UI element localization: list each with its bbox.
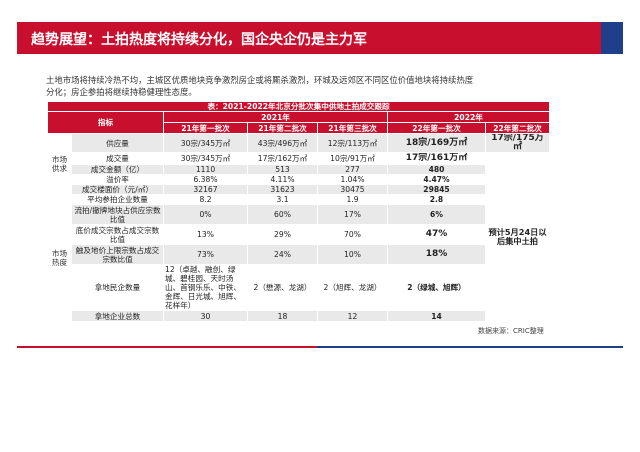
table-cell: 70% — [317, 224, 388, 245]
table-cell: 4.11% — [247, 174, 318, 185]
table-row: 市场供求 供应量 30宗/345万㎡ 43宗/496万㎡ 12宗/113万㎡ 1… — [47, 133, 550, 195]
table-year-row: 指标 2021年 2022年 — [47, 111, 550, 134]
table-row: 市场热度 平均参拍企业数量 8.2 3.1 1.9 2.8 — [47, 194, 550, 322]
table-row: 拿地企业总数 30 18 12 14 — [48, 310, 550, 322]
row-label: 溢价率 — [71, 174, 164, 185]
batch-header: 21年第三批次 — [317, 122, 388, 134]
table-cell: 2（懋源、龙湖） — [247, 264, 318, 311]
table-cell: 30 — [163, 310, 248, 322]
batch-header: 21年第二批次 — [247, 122, 318, 134]
table-cell: 24% — [247, 244, 318, 265]
table-cell: 0% — [163, 204, 248, 225]
data-source-note: 数据来源：CRIC整理 — [478, 327, 544, 335]
table-cell: 6.38% — [163, 174, 248, 185]
row-label: 成交金额（亿） — [71, 164, 164, 175]
table-cell: 32167 — [163, 184, 248, 195]
table-cell: 17% — [317, 204, 388, 225]
table-row: 成交金额（亿） 1110 513 277 480 — [48, 164, 550, 175]
table-row: 成交楼面价（元/㎡） 32167 31623 30475 29845 — [48, 184, 550, 195]
year-2021-header: 2021年 — [163, 111, 388, 123]
footer-rule-red — [17, 346, 317, 348]
row-label: 平均参拍企业数量 — [71, 194, 164, 205]
table-cell: 17宗/175万㎡ — [485, 133, 550, 153]
table-cell: 1110 — [163, 164, 248, 175]
title-banner: 趋势展望：土拍热度将持续分化，国企央企仍是主力军 — [17, 22, 623, 54]
row-label: 供应量 — [71, 133, 164, 153]
intro-paragraph: 土地市场将持续冷热不均，主城区优质地块竞争激烈房企或将厮杀激烈，环城及远郊区不同… — [46, 74, 566, 98]
table-row: 成交量 30宗/345万㎡ 17宗/162万㎡ 10宗/91万㎡ 17宗/161… — [48, 152, 550, 322]
row-label: 拿地民企数量 — [71, 264, 164, 311]
table-cell: 12宗/113万㎡ — [317, 133, 388, 153]
intro-line-1: 土地市场将持续冷热不均，主城区优质地块竞争激烈房企或将厮杀激烈，环城及远郊区不同… — [46, 75, 474, 85]
row-label: 底价成交宗数占成交宗数比值 — [71, 224, 164, 245]
table-cell: 3.1 — [247, 194, 318, 205]
table-cell: 277 — [317, 164, 388, 175]
table-cell: 2.8 — [387, 194, 486, 205]
table-cell: 18宗/169万㎡ — [387, 133, 486, 153]
table-cell: 18% — [387, 244, 486, 265]
table-cell: 29% — [247, 224, 318, 245]
table-cell: 480 — [387, 164, 486, 175]
row-label: 流拍/撤牌地块占供应宗数比值 — [71, 204, 164, 225]
table-batch-row: 21年第一批次 21年第二批次 21年第三批次 22年第一批次 22年第二批次 — [48, 122, 550, 134]
table-row: 底价成交宗数占成交宗数比值 13% 29% 70% 47% — [48, 224, 550, 245]
table-cell: 513 — [247, 164, 318, 175]
table-cell: 2（旭辉、龙湖） — [317, 264, 388, 311]
table-cell: 31623 — [247, 184, 318, 195]
table-cell: 30宗/345万㎡ — [163, 152, 248, 165]
table-caption: 表：2021-2022年北京分批次集中供地土拍成交跟踪 — [47, 101, 550, 112]
table-row: 拿地民企数量 12（卓越、融创、绿城、碧桂园、天时汤山、首钢乐乐、中铁、金辉、日… — [48, 264, 550, 311]
table-cell: 12（卓越、融创、绿城、碧桂园、天时汤山、首钢乐乐、中铁、金辉、日光城、旭辉、花… — [163, 264, 248, 311]
table-caption-row: 表：2021-2022年北京分批次集中供地土拍成交跟踪 — [47, 101, 550, 112]
table-cell: 1.9 — [317, 194, 388, 205]
page-title: 趋势展望：土拍热度将持续分化，国企央企仍是主力军 — [31, 32, 367, 48]
table-cell: 18 — [247, 310, 318, 322]
table-cell: 47% — [387, 224, 486, 245]
table-cell: 30宗/345万㎡ — [163, 133, 248, 153]
table-cell: 13% — [163, 224, 248, 245]
table-cell: 14 — [387, 310, 486, 322]
banner-accent — [601, 22, 623, 54]
land-auction-table: 表：2021-2022年北京分批次集中供地土拍成交跟踪 指标 2021年 202… — [47, 101, 550, 322]
footer-rule-blue — [317, 346, 623, 348]
indicator-header: 指标 — [47, 111, 164, 134]
batch-header: 22年第二批次 — [485, 122, 550, 134]
table-cell: 1.04% — [317, 174, 388, 185]
table-cell: 60% — [247, 204, 318, 225]
table-cell: 43宗/496万㎡ — [247, 133, 318, 153]
year-2022-header: 2022年 — [387, 111, 550, 123]
table-cell: 6% — [387, 204, 486, 225]
table-cell: 17宗/161万㎡ — [387, 152, 486, 165]
row-label: 触及地价上限宗数占成交宗数比值 — [71, 244, 164, 265]
table-cell: 73% — [163, 244, 248, 265]
table-cell: 4.47% — [387, 174, 486, 185]
intro-line-2: 分化；房企参拍将继续持稳健理性态度。 — [46, 87, 197, 97]
batch-header: 22年第一批次 — [387, 122, 486, 134]
table-row: 触及地价上限宗数占成交宗数比值 73% 24% 10% 18% — [48, 244, 550, 265]
category-heat: 市场热度 — [47, 194, 72, 322]
table-cell: 10% — [317, 244, 388, 265]
table-cell: 8.2 — [163, 194, 248, 205]
table-cell: 29845 — [387, 184, 486, 195]
row-label: 成交楼面价（元/㎡） — [71, 184, 164, 195]
table-cell: 17宗/162万㎡ — [247, 152, 318, 165]
table-cell: 2（绿城、旭辉） — [387, 264, 486, 311]
batch-header: 21年第一批次 — [163, 122, 248, 134]
row-label: 拿地企业总数 — [71, 310, 164, 322]
table-cell: 10宗/91万㎡ — [317, 152, 388, 165]
table-cell: 12 — [317, 310, 388, 322]
row-label: 成交量 — [71, 152, 164, 165]
category-supply: 市场供求 — [47, 133, 72, 195]
forecast-note: 预计5月24日以后集中土拍 — [485, 152, 550, 322]
table-cell: 30475 — [317, 184, 388, 195]
table-row: 流拍/撤牌地块占供应宗数比值 0% 60% 17% 6% — [48, 204, 550, 225]
table-row: 溢价率 6.38% 4.11% 1.04% 4.47% — [48, 174, 550, 185]
